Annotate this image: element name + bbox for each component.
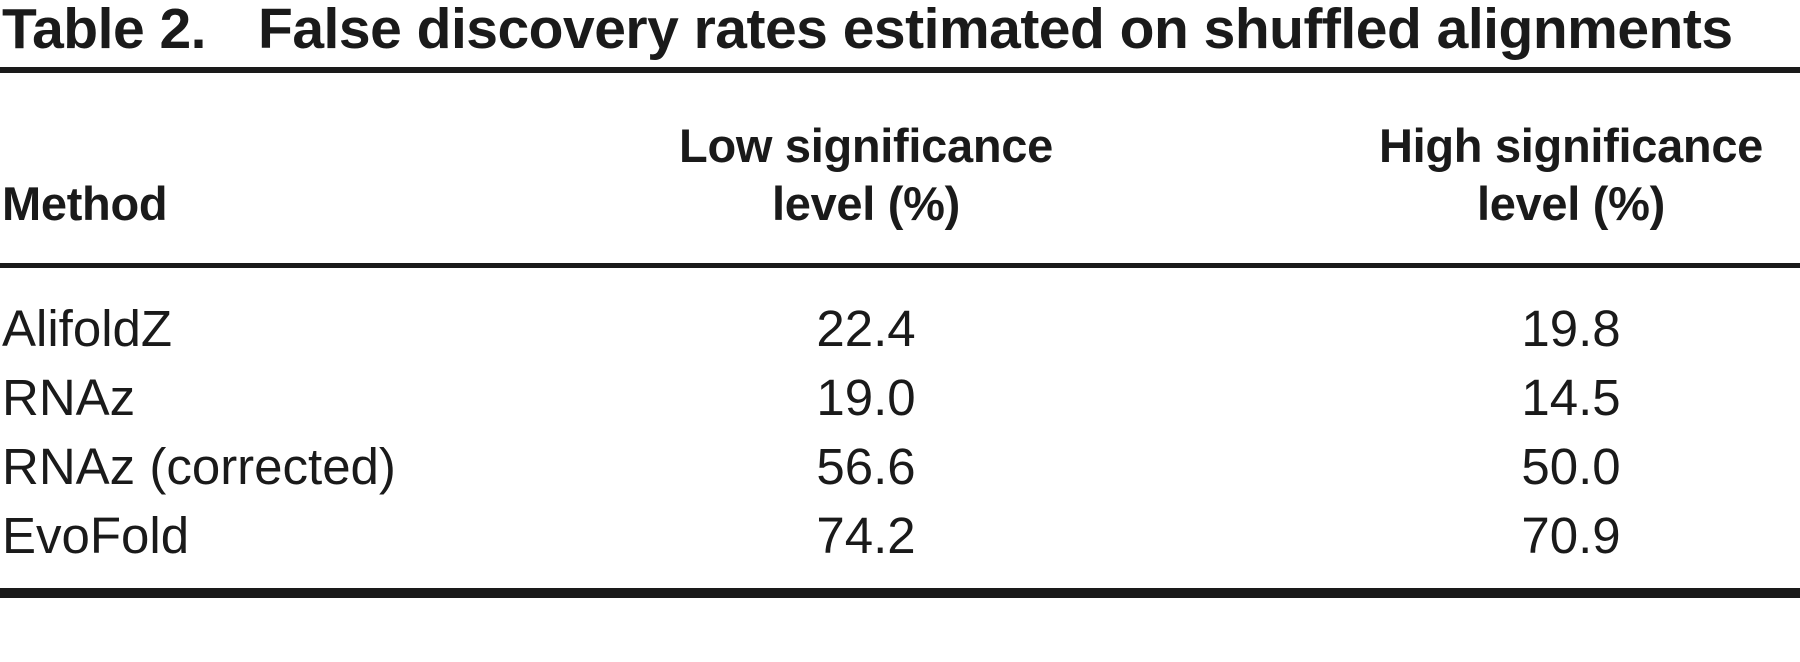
method-cell: RNAz (corrected): [2, 438, 396, 495]
column-header-high-significance: High significance level (%): [1152, 73, 1800, 268]
high-value-cell: 70.9: [1521, 507, 1621, 564]
method-cell: EvoFold: [2, 507, 190, 564]
column-header-method: Method: [0, 73, 540, 268]
high-value-cell: 50.0: [1521, 438, 1621, 495]
data-table: Method Low significance level (%) High s…: [0, 73, 1800, 598]
low-value-cell: 19.0: [816, 369, 916, 426]
low-value-cell: 56.6: [816, 438, 916, 495]
table-caption: Table 2. False discovery rates estimated …: [0, 0, 1800, 73]
column-header-low-line1: Low significance: [679, 119, 1053, 172]
method-cell: AlifoldZ: [2, 300, 173, 357]
table-header-row: Method Low significance level (%) High s…: [0, 73, 1800, 268]
table-caption-title: False discovery rates estimated on shuff…: [258, 0, 1733, 61]
low-value-cell: 74.2: [816, 507, 916, 564]
table-row: AlifoldZ 22.4 19.8: [0, 266, 1800, 364]
column-header-low-line2: level (%): [772, 177, 960, 230]
high-value-cell: 14.5: [1521, 369, 1621, 426]
table-row: EvoFold 74.2 70.9: [0, 501, 1800, 593]
method-cell: RNAz: [2, 369, 136, 426]
table-caption-label: Table 2.: [2, 0, 207, 61]
table-row: RNAz (corrected) 56.6 50.0: [0, 432, 1800, 501]
low-value-cell: 22.4: [816, 300, 916, 357]
column-header-high-line2: level (%): [1477, 177, 1665, 230]
column-header-low-significance: Low significance level (%): [540, 73, 1152, 268]
high-value-cell: 19.8: [1521, 300, 1621, 357]
column-header-high-line1: High significance: [1378, 119, 1764, 172]
table-row: RNAz 19.0 14.5: [0, 363, 1800, 432]
